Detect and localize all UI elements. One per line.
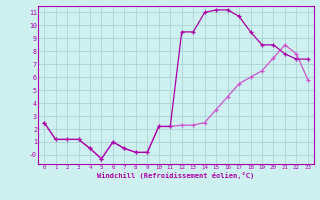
X-axis label: Windchill (Refroidissement éolien,°C): Windchill (Refroidissement éolien,°C) [97,172,255,179]
